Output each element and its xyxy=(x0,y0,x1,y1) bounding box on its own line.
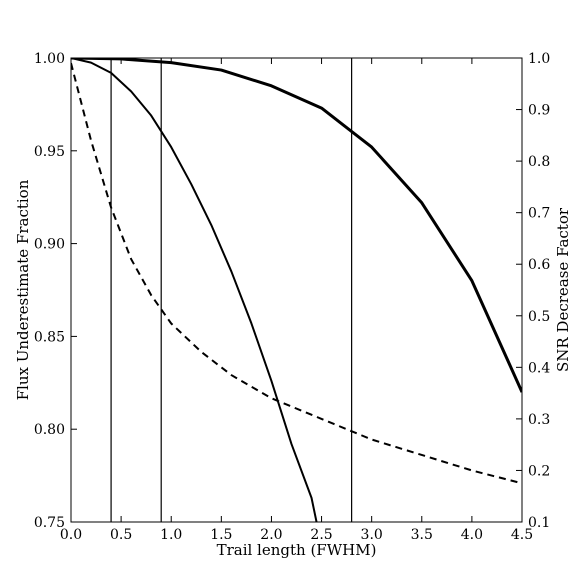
y-left-tick-label-5: 1.00 xyxy=(34,51,65,67)
series-line-0-solid-thick xyxy=(71,58,522,393)
y-left-tick-label-3: 0.90 xyxy=(34,237,65,253)
y-right-tick-label-6: 0.7 xyxy=(528,206,550,222)
series-line-1-solid xyxy=(71,58,318,522)
x-tick-label-3: 1.5 xyxy=(210,527,232,543)
x-tick-label-8: 4.0 xyxy=(461,527,483,543)
x-tick-label-9: 4.5 xyxy=(511,527,533,543)
x-tick-label-4: 2.0 xyxy=(260,527,282,543)
series-lines xyxy=(71,58,522,522)
y-left-tick-label-4: 0.95 xyxy=(34,144,65,160)
vertical-lines xyxy=(110,58,353,522)
axis-ticks xyxy=(70,57,523,523)
x-axis-title: Trail length (FWHM) xyxy=(217,541,377,559)
y-right-tick-label-7: 0.8 xyxy=(528,154,550,170)
y-right-tick-label-2: 0.3 xyxy=(528,412,550,428)
y-left-tick-label-1: 0.80 xyxy=(34,422,65,438)
plot-frame xyxy=(70,57,523,523)
y-right-tick-label-8: 0.9 xyxy=(528,103,550,119)
x-tick-label-5: 2.5 xyxy=(310,527,332,543)
tick-labels: 0.0 0.5 1.0 1.5 2.0 2.5 3.0 3.5 4.0 4.5 0.75 0.80 0.… xyxy=(34,51,551,543)
y-right-tick-label-0: 0.1 xyxy=(528,515,550,531)
x-tick-label-1: 0.5 xyxy=(110,527,132,543)
y-left-tick-label-2: 0.85 xyxy=(34,329,65,345)
x-tick-label-7: 3.5 xyxy=(411,527,433,543)
x-tick-label-0: 0.0 xyxy=(60,527,82,543)
y-right-tick-label-3: 0.4 xyxy=(528,360,550,376)
y-right-axis-title: SNR Decrease Factor xyxy=(554,207,572,372)
x-tick-label-2: 1.0 xyxy=(160,527,182,543)
y-right-tick-label-4: 0.5 xyxy=(528,309,550,325)
y-right-tick-label-5: 0.6 xyxy=(528,257,550,273)
y-right-tick-label-9: 1.0 xyxy=(528,51,550,67)
y-left-axis-title: Flux Underestimate Fraction xyxy=(14,179,32,400)
series-line-2-dashed xyxy=(71,62,522,485)
y-left-tick-label-0: 0.75 xyxy=(34,515,65,531)
y-right-tick-label-1: 0.2 xyxy=(528,463,550,479)
x-tick-label-6: 3.0 xyxy=(361,527,383,543)
